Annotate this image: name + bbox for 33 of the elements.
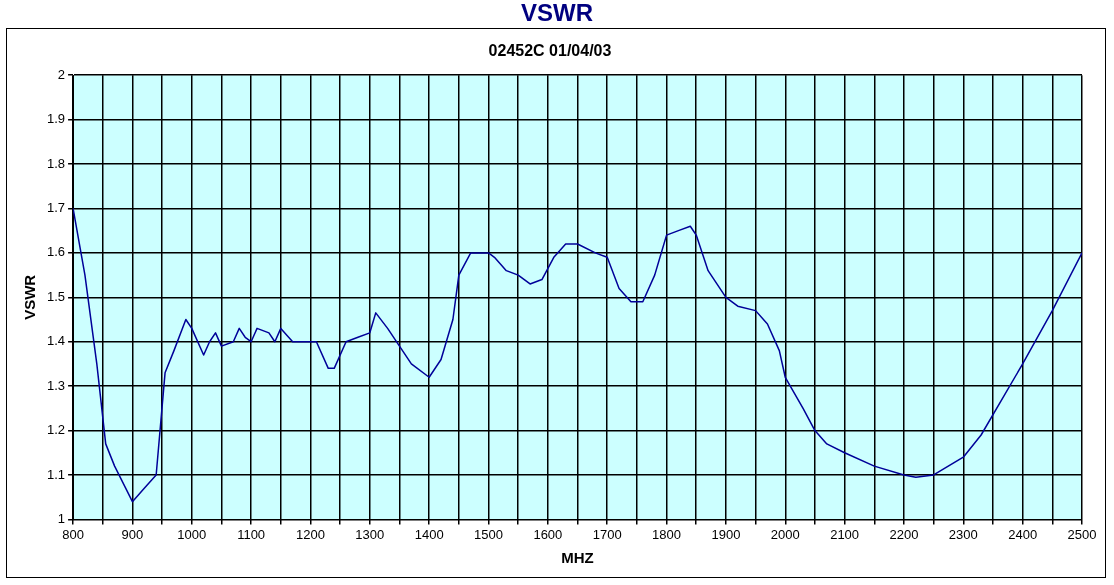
y-tick-label: 1.2: [46, 422, 66, 438]
x-tick-label: 1000: [177, 526, 207, 542]
x-tick-label: 1100: [237, 526, 266, 542]
x-tick-label: 1400: [414, 526, 444, 542]
x-tick-label: 1500: [474, 526, 503, 542]
y-tick-label: 1.8: [46, 155, 66, 171]
y-tick-label: 1.7: [46, 200, 66, 216]
x-tick-label: 1300: [355, 526, 385, 542]
y-tick-label: 1.4: [46, 333, 66, 349]
x-tick-label: 2400: [1008, 526, 1038, 542]
x-tick-label: 1600: [533, 526, 563, 542]
y-axis-title: VSWR: [21, 274, 39, 320]
x-tick-label: 2100: [830, 526, 860, 542]
x-tick-label: 2200: [889, 526, 919, 542]
x-tick-label: 1900: [711, 526, 741, 542]
x-tick-label: 900: [121, 526, 144, 542]
y-tick-label: 2: [57, 66, 66, 82]
x-tick-label: 2300: [948, 526, 978, 542]
x-tick-label: 1200: [296, 526, 325, 542]
y-tick-label: 1: [57, 510, 66, 526]
x-axis-title: MHZ: [561, 549, 594, 567]
x-tick-label: 2500: [1067, 526, 1097, 542]
chart-title: VSWR: [520, 0, 594, 26]
chart-subtitle: 02452C 01/04/03: [488, 42, 612, 60]
x-tick-label: 2000: [770, 526, 800, 542]
x-tick-label: 1800: [652, 526, 682, 542]
y-tick-label: 1.3: [46, 377, 66, 393]
y-tick-label: 1.1: [46, 466, 66, 482]
x-tick-label: 1700: [592, 526, 622, 542]
x-tick-label: 800: [62, 526, 84, 542]
y-tick-label: 1.5: [46, 288, 66, 304]
y-tick-label: 1.9: [46, 111, 66, 127]
y-tick-label: 1.6: [46, 244, 66, 260]
